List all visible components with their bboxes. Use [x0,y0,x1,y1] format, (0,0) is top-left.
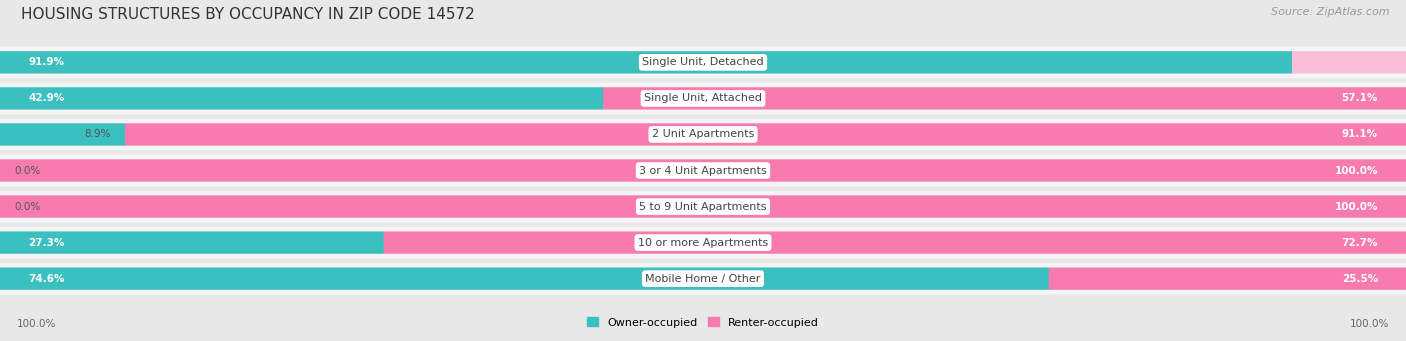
FancyBboxPatch shape [0,87,603,109]
Text: 0.0%: 0.0% [14,202,41,211]
FancyBboxPatch shape [0,232,384,254]
Text: 27.3%: 27.3% [28,238,65,248]
FancyBboxPatch shape [1049,267,1406,290]
Text: 74.6%: 74.6% [28,273,65,284]
FancyBboxPatch shape [0,159,1406,182]
Text: 100.0%: 100.0% [1334,202,1378,211]
FancyBboxPatch shape [0,195,1406,218]
Text: 2 Unit Apartments: 2 Unit Apartments [652,130,754,139]
Text: 8.9%: 8.9% [84,130,111,139]
Text: 100.0%: 100.0% [1334,165,1378,176]
Text: 5 to 9 Unit Apartments: 5 to 9 Unit Apartments [640,202,766,211]
FancyBboxPatch shape [384,232,1406,254]
Text: Mobile Home / Other: Mobile Home / Other [645,273,761,284]
Text: 42.9%: 42.9% [28,93,65,103]
Text: HOUSING STRUCTURES BY OCCUPANCY IN ZIP CODE 14572: HOUSING STRUCTURES BY OCCUPANCY IN ZIP C… [21,7,475,22]
Text: 100.0%: 100.0% [1350,319,1389,329]
Text: 0.0%: 0.0% [14,165,41,176]
FancyBboxPatch shape [0,263,1406,295]
FancyBboxPatch shape [0,51,1292,74]
Text: 91.1%: 91.1% [1341,130,1378,139]
FancyBboxPatch shape [0,191,1406,222]
Legend: Owner-occupied, Renter-occupied: Owner-occupied, Renter-occupied [582,313,824,332]
Text: 91.9%: 91.9% [28,57,65,68]
Text: 100.0%: 100.0% [17,319,56,329]
Text: 72.7%: 72.7% [1341,238,1378,248]
FancyBboxPatch shape [603,87,1406,109]
FancyBboxPatch shape [1292,51,1406,74]
FancyBboxPatch shape [0,123,125,146]
FancyBboxPatch shape [0,119,1406,150]
Text: 57.1%: 57.1% [1341,93,1378,103]
FancyBboxPatch shape [0,227,1406,258]
FancyBboxPatch shape [0,267,1049,290]
FancyBboxPatch shape [125,123,1406,146]
Text: Source: ZipAtlas.com: Source: ZipAtlas.com [1271,7,1389,17]
FancyBboxPatch shape [0,83,1406,114]
Text: Single Unit, Attached: Single Unit, Attached [644,93,762,103]
Text: 10 or more Apartments: 10 or more Apartments [638,238,768,248]
FancyBboxPatch shape [0,154,1406,187]
Text: 3 or 4 Unit Apartments: 3 or 4 Unit Apartments [640,165,766,176]
Text: Single Unit, Detached: Single Unit, Detached [643,57,763,68]
FancyBboxPatch shape [0,46,1406,78]
Text: 25.5%: 25.5% [1341,273,1378,284]
